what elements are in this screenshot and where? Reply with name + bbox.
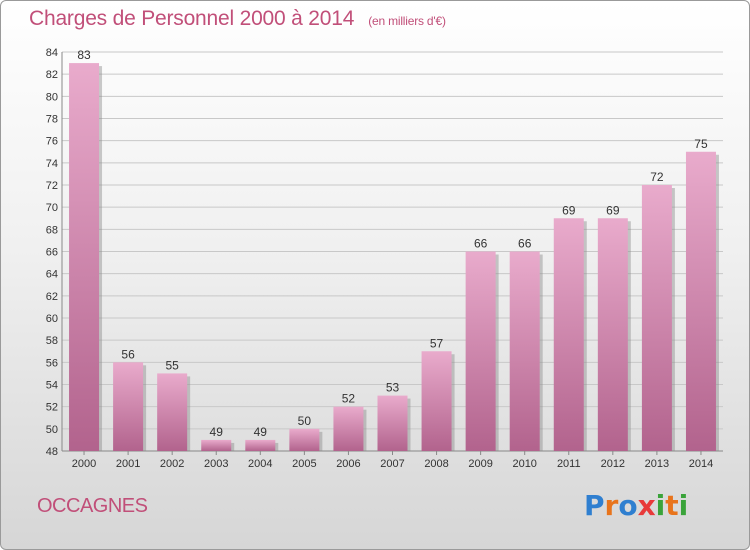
- bar-value-label: 57: [430, 336, 444, 350]
- y-tick-label: 84: [46, 47, 58, 59]
- bar: [597, 218, 628, 451]
- y-tick-label: 62: [46, 291, 58, 303]
- bar: [289, 428, 320, 451]
- bar-value-label: 49: [210, 425, 224, 439]
- y-tick-label: 58: [46, 335, 58, 347]
- logo-letter: t: [665, 489, 679, 522]
- bar-value-label: 55: [165, 358, 179, 372]
- y-tick-label: 68: [46, 224, 58, 236]
- bar: [641, 185, 672, 451]
- x-tick-label: 2008: [424, 458, 448, 470]
- bar-value-label: 53: [386, 381, 400, 395]
- y-tick-label: 60: [46, 313, 58, 325]
- chart-title-text: Charges de Personnel 2000 à 2014: [29, 7, 355, 30]
- bar: [113, 362, 144, 451]
- y-tick-label: 78: [46, 114, 58, 126]
- bar-value-label: 69: [606, 203, 620, 217]
- bar-value-label: 75: [694, 137, 708, 151]
- x-tick-label: 2007: [380, 458, 404, 470]
- bar: [685, 151, 716, 451]
- bar-value-label: 52: [342, 392, 356, 406]
- x-tick-label: 2014: [689, 458, 713, 470]
- bar: [421, 351, 452, 451]
- y-tick-label: 80: [46, 91, 58, 103]
- bar: [157, 373, 188, 451]
- bar: [465, 251, 496, 451]
- y-tick-label: 52: [46, 402, 58, 414]
- y-tick-label: 64: [46, 269, 58, 281]
- x-tick-label: 2013: [645, 458, 669, 470]
- bar-value-label: 50: [298, 414, 312, 428]
- bar-value-label: 56: [121, 347, 135, 361]
- logo-letter: P: [584, 489, 605, 522]
- bar: [377, 395, 408, 451]
- bar: [69, 63, 100, 451]
- bar-value-label: 83: [77, 48, 91, 62]
- bar-value-label: 66: [518, 237, 532, 251]
- y-tick-label: 82: [46, 69, 58, 81]
- proxiti-logo[interactable]: Proxiti: [584, 489, 688, 522]
- x-tick-label: 2006: [336, 458, 360, 470]
- y-tick-label: 72: [46, 180, 58, 192]
- logo-letter: o: [618, 489, 638, 522]
- y-tick-label: 66: [46, 247, 58, 259]
- x-tick-label: 2003: [204, 458, 228, 470]
- y-tick-label: 70: [46, 202, 58, 214]
- bar-value-label: 49: [254, 425, 268, 439]
- y-tick-label: 76: [46, 136, 58, 148]
- bar: [509, 251, 540, 451]
- logo-letter: x: [637, 489, 656, 522]
- logo-letter: i: [678, 489, 689, 522]
- x-tick-label: 2002: [160, 458, 184, 470]
- bar: [553, 218, 584, 451]
- y-tick-label: 48: [46, 446, 58, 458]
- bar: [333, 406, 364, 451]
- x-tick-label: 2000: [72, 458, 96, 470]
- x-tick-label: 2011: [557, 458, 581, 470]
- logo-letter: i: [655, 489, 666, 522]
- y-tick-label: 54: [46, 380, 58, 392]
- bar: [201, 439, 232, 451]
- x-tick-label: 2012: [601, 458, 625, 470]
- y-tick-label: 56: [46, 357, 58, 369]
- x-tick-label: 2005: [292, 458, 316, 470]
- bar-value-label: 66: [474, 237, 488, 251]
- chart-title: Charges de Personnel 2000 à 2014 (en mill…: [29, 7, 446, 31]
- x-tick-label: 2001: [116, 458, 140, 470]
- bar-value-label: 69: [562, 203, 576, 217]
- y-tick-label: 50: [46, 424, 58, 436]
- chart-subtitle: (en milliers d'€): [368, 14, 446, 28]
- bar: [245, 439, 276, 451]
- x-tick-label: 2010: [512, 458, 536, 470]
- x-tick-label: 2009: [468, 458, 492, 470]
- bar-value-label: 72: [650, 170, 664, 184]
- commune-name: OCCAGNES: [37, 495, 148, 517]
- y-tick-label: 74: [46, 158, 58, 170]
- x-tick-label: 2004: [248, 458, 272, 470]
- logo-letter: r: [604, 489, 619, 522]
